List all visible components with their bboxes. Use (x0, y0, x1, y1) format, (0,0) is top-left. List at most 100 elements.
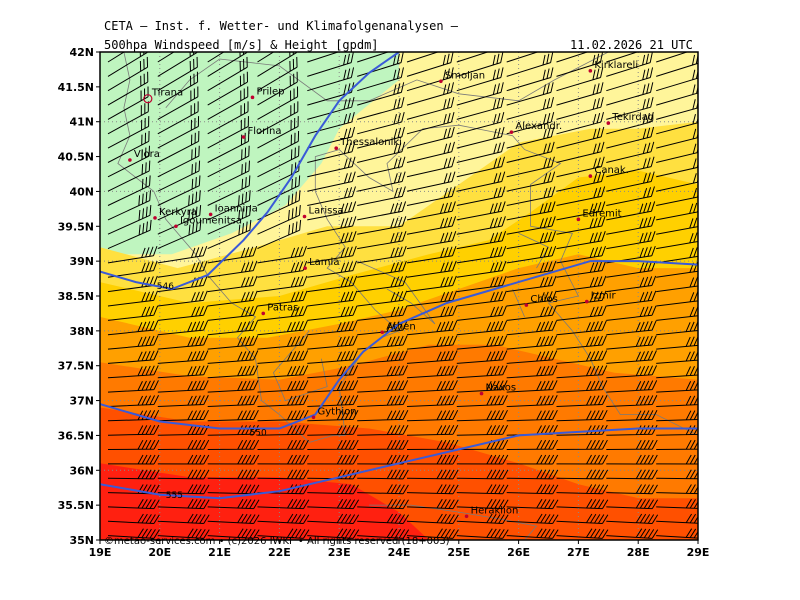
lat-tick-label: 39.5N (58, 220, 94, 233)
city-label: Kerkyra (159, 207, 197, 218)
wind-barb (207, 380, 259, 393)
wind-barb (506, 395, 558, 407)
wind-barb (556, 67, 604, 92)
wind-barb (307, 67, 355, 92)
wind-barb (556, 216, 606, 235)
wind-barb (257, 409, 309, 422)
wind-barb (656, 380, 698, 393)
city-marker (302, 214, 307, 219)
wind-barb (656, 231, 698, 250)
lon-tick-label: 25E (447, 546, 470, 559)
wind-barb (556, 231, 606, 250)
wind-barb (157, 56, 198, 92)
wind-barb (556, 111, 604, 135)
wind-barb (357, 260, 407, 278)
wind-barb (207, 320, 259, 336)
wind-barb (107, 424, 160, 436)
wind-barb (157, 469, 210, 480)
wind-barb (656, 513, 698, 524)
wind-barb (107, 350, 159, 364)
wind-barb (157, 86, 199, 120)
wind-barb (357, 528, 410, 539)
wind-barb (357, 439, 409, 450)
wind-barb (656, 52, 698, 63)
wind-barb (307, 290, 358, 307)
wind-barb (307, 454, 359, 465)
city-label: Kirklareli (594, 60, 638, 71)
wind-barb (556, 350, 608, 364)
wind-barb (456, 111, 505, 135)
city-label: Canak. (594, 165, 629, 176)
wind-barb (107, 365, 159, 379)
wind-barb (207, 350, 259, 364)
wind-barb (606, 52, 653, 77)
wind-barb (257, 305, 308, 321)
wind-barb (606, 231, 656, 250)
city-label: Patras (267, 302, 298, 313)
wind-barb (506, 67, 554, 92)
wind-barb (656, 528, 698, 539)
wind-barb (257, 71, 298, 106)
wind-barb (606, 320, 657, 336)
wind-barb (656, 469, 698, 480)
wind-barb (556, 513, 609, 524)
lon-tick-label: 26E (507, 546, 530, 559)
wind-barb (606, 305, 657, 321)
wind-barb (656, 290, 698, 307)
wind-barb (606, 350, 657, 364)
city-marker (208, 212, 213, 217)
wind-barb (656, 186, 698, 206)
wind-barb (456, 126, 505, 149)
coastlines (117, 52, 698, 540)
wind-barb (506, 365, 558, 379)
wind-barb (606, 409, 658, 422)
wind-barb (456, 484, 509, 495)
city-marker (439, 79, 443, 84)
wind-barb (107, 484, 160, 495)
wind-barb (357, 365, 408, 379)
wind-barb (506, 305, 557, 321)
wind-barb (307, 126, 356, 149)
height-contour (100, 427, 698, 500)
wind-barb (207, 484, 260, 495)
wind-barb (157, 365, 209, 379)
wind-barb (257, 365, 309, 379)
wind-barb (606, 469, 658, 480)
wind-barb (157, 275, 208, 293)
wind-barb (656, 424, 698, 436)
wind-barb (606, 52, 653, 63)
wind-barb (357, 275, 408, 293)
wind-barb (456, 305, 507, 321)
wind-barb (357, 186, 406, 206)
wind-barb (556, 484, 609, 495)
wind-barb (357, 380, 409, 393)
wind-barb (257, 52, 298, 77)
wind-barb (207, 365, 259, 379)
wind-barb (656, 111, 698, 135)
wind-barb (406, 156, 456, 178)
wind-barb (456, 380, 508, 393)
lat-tick-label: 37.5N (58, 360, 94, 373)
wind-barb (357, 484, 409, 495)
coastline-0 (117, 52, 698, 443)
wind-barb (606, 290, 657, 307)
wind-barb (257, 454, 309, 465)
lat-tick-label: 37N (69, 395, 94, 408)
wind-barb (656, 171, 698, 192)
wind-barb (107, 320, 159, 336)
wind-barb (556, 275, 607, 293)
wind-barb (656, 260, 698, 278)
wind-barb (556, 365, 608, 379)
wind-barb (656, 498, 698, 510)
wind-barb (506, 275, 557, 293)
wind-barb (506, 409, 558, 422)
wind-barb (606, 141, 655, 163)
wind-barb (207, 528, 260, 539)
city-label: Tekirdag (611, 112, 654, 123)
wind-barb (406, 82, 454, 106)
wind-barb (257, 424, 309, 436)
wind-barb (257, 245, 307, 264)
wind-barb (406, 67, 454, 92)
lat-tick-label: 35.5N (58, 499, 94, 512)
